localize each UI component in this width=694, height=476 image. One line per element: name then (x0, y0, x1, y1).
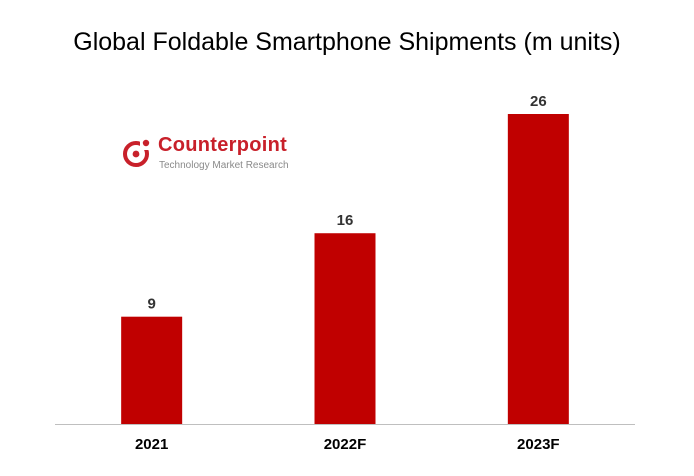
bar-2021 (121, 316, 183, 424)
x-tick-label-2021: 2021 (135, 436, 168, 453)
bars-layer (121, 114, 569, 424)
logo-name: Counterpoint (158, 134, 288, 156)
chart-title: Global Foldable Smartphone Shipments (m … (73, 28, 621, 56)
bar-2022F (314, 233, 376, 424)
x-tick-label-2023F: 2023F (517, 436, 560, 453)
x-tick-label-2022F: 2022F (324, 436, 367, 453)
counterpoint-logo-icon (123, 139, 150, 167)
bar-2023F (507, 114, 569, 424)
labels-layer: 9 2021 16 2022F 26 2023F (135, 93, 560, 453)
data-label-2023F: 26 (530, 93, 547, 110)
counterpoint-logo: Counterpoint Technology Market Research (122, 134, 322, 178)
logo-tagline: Technology Market Research (159, 160, 289, 171)
data-label-2021: 9 (147, 296, 155, 313)
data-label-2022F: 16 (337, 212, 354, 229)
